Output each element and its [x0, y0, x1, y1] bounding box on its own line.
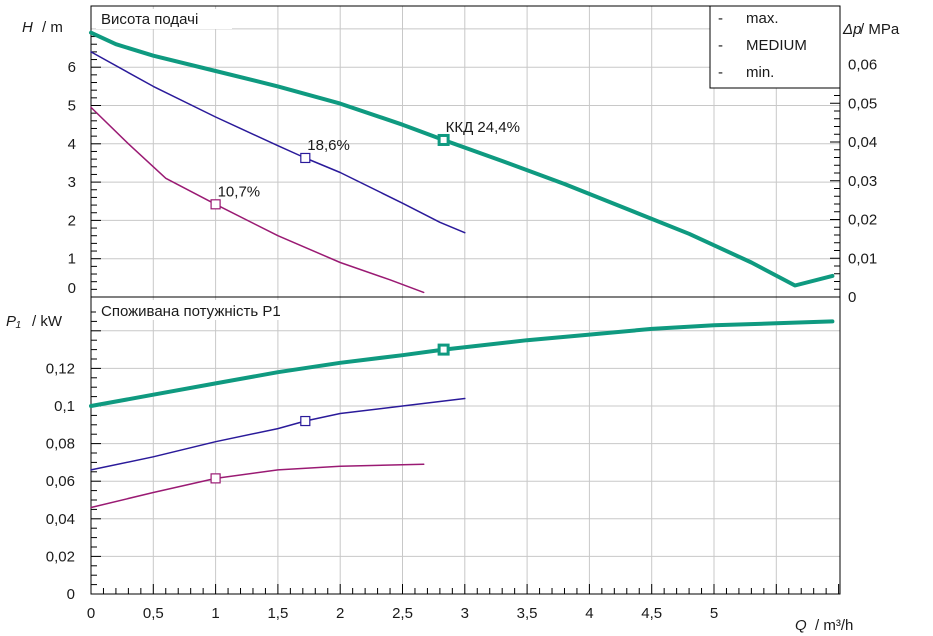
flow-tick-label: 1 — [211, 605, 219, 622]
head-marker-label-max: ККД 24,4% — [446, 119, 520, 136]
flow-tick-label: 2,5 — [392, 605, 413, 622]
head-tick-label: 3 — [68, 174, 76, 191]
marker-layer: ККД 24,4% 18,6% 10,7% — [210, 119, 520, 484]
pressure-tick-label: 0 — [848, 289, 856, 306]
head-marker-label-medium: 18,6% — [307, 137, 350, 154]
power-panel-grid — [91, 297, 840, 594]
power-tick-label: 0,12 — [46, 360, 75, 377]
head-marker-min — [210, 199, 221, 210]
power-tick-label: 0,02 — [46, 548, 75, 565]
pressure-tick-label: 0,03 — [848, 173, 877, 190]
head-tick-label: 2 — [68, 212, 76, 229]
flow-tick-label: 4,5 — [641, 605, 662, 622]
head-curve-min — [90, 106, 425, 294]
head-marker-medium — [300, 152, 311, 164]
series-layer — [89, 30, 835, 509]
flow-tick-label: 3,5 — [517, 605, 538, 622]
power-marker-medium — [300, 415, 311, 427]
flow-tick-label: 5 — [710, 605, 718, 622]
flow-tick-label: 0,5 — [143, 605, 164, 622]
head-tick-label: 5 — [68, 98, 76, 115]
legend-box — [709, 5, 841, 89]
flow-tick-label: 4 — [585, 605, 593, 622]
power-axis-unit: / kW — [32, 313, 63, 330]
head-tick-label: 6 — [68, 59, 76, 76]
power-curve-medium — [90, 397, 466, 471]
power-curve-max — [89, 319, 835, 408]
head-tick-label: 4 — [68, 136, 76, 153]
flow-tick-label: 3 — [461, 605, 469, 622]
head-panel-title: Висота подачі — [101, 11, 198, 28]
flow-axis-unit: / m³/h — [815, 617, 853, 634]
power-tick-label: 0,04 — [46, 511, 75, 528]
legend-dash-max: - — [718, 10, 723, 27]
head-marker-max — [437, 133, 450, 146]
power-curve-min — [90, 463, 425, 509]
head-axis-symbol: H — [22, 19, 33, 36]
power-title-bg — [96, 300, 336, 320]
power-tick-label: 0 — [67, 586, 75, 603]
head-tick-label: 1 — [68, 251, 76, 268]
axis-tick-labels: 0 1 2 3 4 5 6 0 0,01 0,02 0,03 0,04 0,05 0,06 0 0,02 0,0… — [46, 57, 877, 623]
flow-tick-label: 2 — [336, 605, 344, 622]
chart-frame — [90, 5, 841, 595]
flow-tick-label: 0 — [87, 605, 95, 622]
head-marker-label-min: 10,7% — [218, 183, 261, 200]
power-marker-max — [437, 343, 450, 356]
power-tick-label: 0,06 — [46, 473, 75, 490]
legend-label-min: min. — [746, 64, 774, 81]
power-panel-title: Споживана потужність P1 — [101, 303, 281, 320]
head-tick-label: 0 — [68, 280, 76, 297]
pressure-tick-label: 0,06 — [848, 57, 877, 74]
legend-label-max: max. — [746, 10, 779, 27]
pressure-tick-label: 0,01 — [848, 250, 877, 267]
legend: - max. - MEDIUM - min. — [709, 5, 841, 89]
pressure-axis-symbol: Δp — [842, 21, 861, 38]
head-title-bg — [96, 9, 232, 29]
head-axis-unit: / m — [42, 19, 63, 36]
power-tick-label: 0,08 — [46, 436, 75, 453]
legend-dash-medium: - — [718, 37, 723, 54]
power-marker-min — [210, 473, 221, 484]
legend-label-medium: MEDIUM — [746, 37, 807, 54]
power-tick-label: 0,1 — [54, 398, 75, 415]
pressure-axis-unit: / MPa — [860, 21, 900, 38]
flow-axis-symbol: Q — [795, 617, 807, 634]
power-axis-symbol: P₁ — [6, 313, 21, 330]
pressure-tick-label: 0,05 — [848, 95, 877, 112]
pressure-tick-label: 0,02 — [848, 212, 877, 229]
legend-dash-min: - — [718, 64, 723, 81]
axis-ticks — [90, 9, 840, 595]
pressure-tick-label: 0,04 — [848, 134, 877, 151]
flow-tick-label: 1,5 — [267, 605, 288, 622]
